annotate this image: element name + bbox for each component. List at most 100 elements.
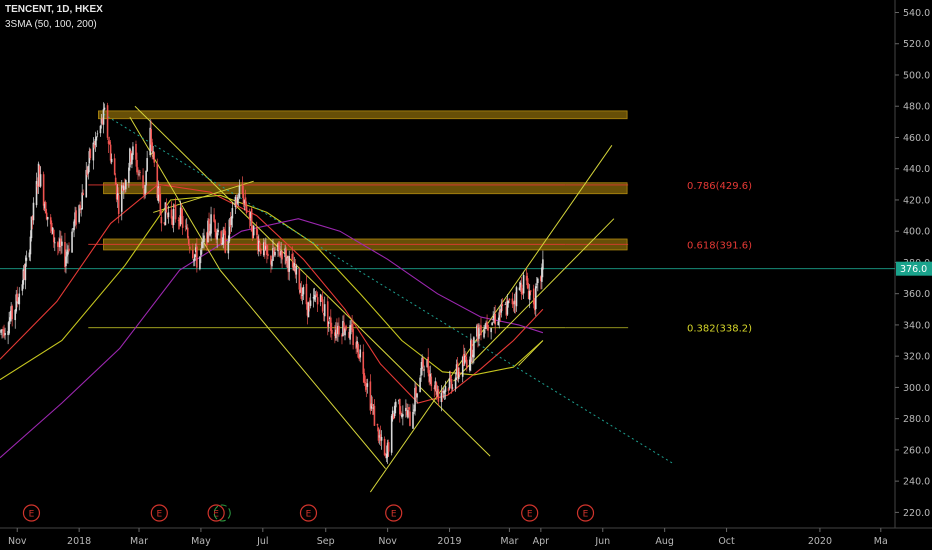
- candle-body: [358, 355, 361, 360]
- candle-body: [231, 208, 234, 219]
- candle-body: [199, 256, 201, 270]
- candle-body: [57, 242, 59, 247]
- candle-body: [529, 290, 532, 292]
- candle-body: [416, 393, 418, 398]
- candle-body: [485, 322, 487, 329]
- y-tick-label: 260.0: [903, 445, 930, 456]
- sma-line-1: [0, 183, 544, 404]
- candle-body: [65, 256, 67, 267]
- candle-body: [335, 329, 337, 339]
- candle-body: [345, 325, 347, 330]
- candle-body: [37, 163, 40, 187]
- candle-body: [52, 229, 55, 243]
- candle-body: [160, 217, 163, 224]
- candle-body: [106, 105, 109, 138]
- candle-body: [397, 400, 400, 402]
- candle-body: [184, 225, 187, 227]
- candle-body: [295, 266, 298, 275]
- candle-body: [202, 241, 204, 243]
- candle-body: [177, 220, 180, 221]
- x-tick-label: 2019: [437, 536, 461, 547]
- candle-body: [166, 213, 169, 215]
- candle-body: [1, 329, 3, 331]
- candle-body: [7, 331, 9, 336]
- candle-body: [285, 248, 287, 264]
- candle-body: [486, 321, 488, 328]
- candle-body: [259, 248, 262, 254]
- candle-body: [252, 225, 255, 236]
- candle-body: [349, 325, 351, 340]
- candle-body: [100, 118, 103, 124]
- candle-body: [363, 373, 366, 383]
- candle-body: [499, 310, 502, 316]
- candle-body: [3, 329, 5, 337]
- candle-body: [158, 187, 161, 195]
- candle-body: [203, 235, 205, 242]
- candle-body: [379, 434, 382, 441]
- candle-body: [327, 321, 330, 324]
- candle-body: [473, 337, 475, 358]
- candle-body: [221, 242, 224, 245]
- candle-body: [383, 438, 386, 456]
- candle-body: [344, 328, 346, 336]
- candle-body: [520, 284, 523, 295]
- candle-body: [525, 275, 528, 281]
- candle-body: [370, 403, 373, 409]
- candle-body: [307, 302, 310, 318]
- candle-body: [17, 301, 20, 304]
- candle-body: [241, 183, 244, 195]
- trendline-8: [103, 113, 675, 465]
- candle-body: [278, 241, 280, 251]
- candle-body: [58, 245, 60, 247]
- candle-body: [294, 266, 297, 273]
- earnings-marker-label: E: [156, 510, 162, 520]
- candle-body: [51, 227, 54, 234]
- candle-body: [122, 185, 125, 191]
- candle-body: [423, 369, 425, 371]
- candle-body: [228, 219, 231, 242]
- candle-body: [299, 289, 302, 293]
- candle-body: [518, 287, 521, 291]
- candle-body: [243, 200, 246, 204]
- candle-body: [137, 171, 139, 173]
- candle-body: [421, 357, 423, 369]
- earnings-marker-label: E: [527, 510, 533, 520]
- candle-body: [244, 197, 247, 207]
- earnings-marker-4: [299, 504, 318, 522]
- candle-body: [274, 251, 276, 256]
- x-tick-label: Jul: [256, 536, 268, 547]
- candle-body: [456, 362, 459, 377]
- candle-body: [337, 325, 339, 335]
- candle-body: [230, 216, 233, 225]
- candle-body: [113, 158, 116, 175]
- candle-body: [526, 278, 529, 289]
- resistance-zone-2: [103, 182, 628, 195]
- y-tick-label: 480.0: [903, 102, 930, 113]
- candle-body: [284, 248, 286, 258]
- candle-body: [165, 204, 168, 213]
- candle-body: [208, 218, 210, 233]
- y-tick-label: 280.0: [903, 414, 930, 425]
- candle-body: [522, 275, 525, 294]
- y-tick-label: 400.0: [903, 227, 930, 238]
- candle-body: [498, 312, 501, 321]
- candle-body: [392, 413, 395, 420]
- candle-body: [320, 296, 323, 302]
- candle-body: [157, 186, 160, 202]
- candle-body: [451, 387, 454, 389]
- candle-body: [461, 356, 464, 377]
- candle-body: [214, 220, 216, 232]
- candle-body: [248, 213, 251, 220]
- candle-body: [429, 373, 432, 382]
- candle-body: [87, 165, 90, 174]
- candle-body: [506, 301, 509, 315]
- candle-body: [512, 302, 515, 305]
- candle-body: [316, 297, 319, 305]
- candle-body: [441, 390, 444, 393]
- candle-body: [81, 192, 83, 209]
- candle-body: [426, 359, 429, 368]
- candle-body: [273, 248, 275, 256]
- candle-body: [116, 193, 119, 200]
- candle-body: [391, 410, 394, 418]
